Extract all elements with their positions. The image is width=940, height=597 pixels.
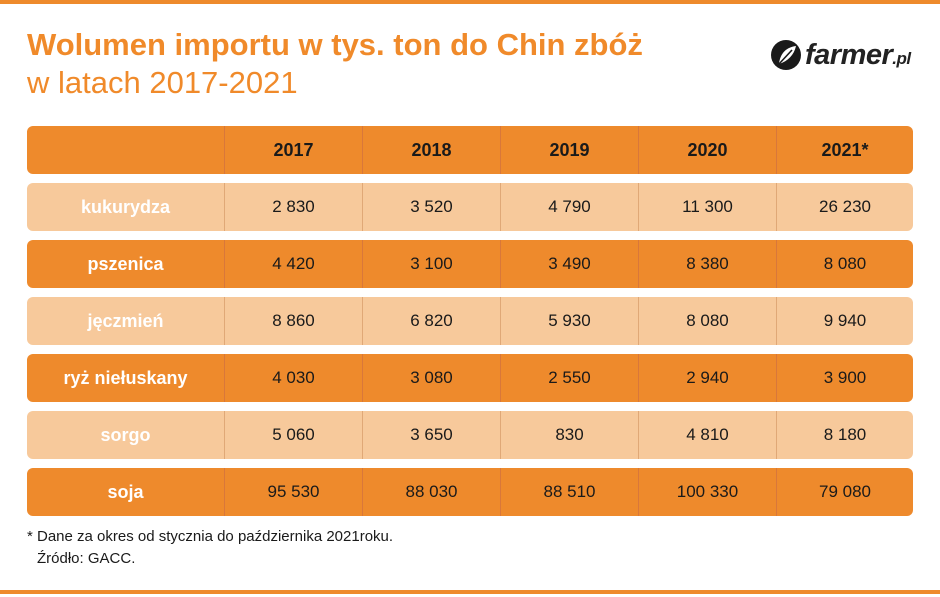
- logo-wordmark: farmer.pl: [805, 38, 911, 71]
- value-cell: 26 230: [776, 183, 913, 231]
- value-cell: 3 490: [500, 240, 638, 288]
- leaf-logo-icon: [771, 40, 801, 70]
- value-cell: 4 790: [500, 183, 638, 231]
- column-header-2019: 2019: [500, 126, 638, 174]
- value-cell: 3 650: [362, 411, 500, 459]
- value-cell: 5 930: [500, 297, 638, 345]
- table-header-row: 2017 2018 2019 2020 2021*: [27, 126, 913, 174]
- column-header-2020: 2020: [638, 126, 776, 174]
- value-cell: 95 530: [224, 468, 362, 516]
- value-cell: 2 830: [224, 183, 362, 231]
- value-cell: 830: [500, 411, 638, 459]
- title-line-1: Wolumen importu w tys. ton do Chin zbóż: [27, 27, 643, 62]
- value-cell: 79 080: [776, 468, 913, 516]
- column-header-2017: 2017: [224, 126, 362, 174]
- row-label: soja: [107, 481, 144, 502]
- row-label: jęczmień: [87, 310, 164, 331]
- table-row: kukurydza 2 830 3 520 4 790 11 300 26 230: [27, 183, 913, 231]
- value-cell: 2 940: [638, 354, 776, 402]
- row-label: sorgo: [100, 424, 151, 445]
- value-cell: 3 100: [362, 240, 500, 288]
- value-cell: 4 420: [224, 240, 362, 288]
- column-header-2021-star: 2021*: [776, 126, 913, 174]
- row-label: pszenica: [87, 253, 164, 274]
- value-cell: 88 510: [500, 468, 638, 516]
- value-cell: 8 080: [638, 297, 776, 345]
- value-cell: 3 080: [362, 354, 500, 402]
- table-row: jęczmień 8 860 6 820 5 930 8 080 9 940: [27, 297, 913, 345]
- value-cell: 5 060: [224, 411, 362, 459]
- value-cell: 3 520: [362, 183, 500, 231]
- value-cell: 11 300: [638, 183, 776, 231]
- value-cell: 8 380: [638, 240, 776, 288]
- footnote-text: * Dane za okres od stycznia do październ…: [27, 528, 394, 545]
- title-line-2: w latach 2017-2021: [27, 65, 298, 100]
- table-row: soja 95 530 88 030 88 510 100 330 79 080: [27, 468, 913, 516]
- value-cell: 88 030: [362, 468, 500, 516]
- table-row: sorgo 5 060 3 650 830 4 810 8 180: [27, 411, 913, 459]
- table-row: pszenica 4 420 3 100 3 490 8 380 8 080: [27, 240, 913, 288]
- table-row: ryż niełuskany 4 030 3 080 2 550 2 940 3 900: [27, 354, 913, 402]
- value-cell: 2 550: [500, 354, 638, 402]
- value-cell: 8 080: [776, 240, 913, 288]
- farmer-logo: farmer.pl: [770, 38, 911, 72]
- value-cell: 9 940: [776, 297, 913, 345]
- value-cell: 4 810: [638, 411, 776, 459]
- header-corner-cell: [27, 126, 224, 174]
- value-cell: 4 030: [224, 354, 362, 402]
- value-cell: 6 820: [362, 297, 500, 345]
- value-cell: 100 330: [638, 468, 776, 516]
- row-label: kukurydza: [80, 196, 171, 217]
- top-accent-bar: [0, 0, 940, 4]
- footnote: * Dane za okres od stycznia do październ…: [27, 526, 393, 570]
- row-label: ryż niełuskany: [63, 367, 188, 388]
- bottom-accent-bar: [0, 590, 940, 594]
- source-text: Źródło: GACC.: [37, 550, 136, 567]
- value-cell: 3 900: [776, 354, 913, 402]
- chart-title: Wolumen importu w tys. ton do Chin zbóż …: [27, 26, 643, 102]
- value-cell: 8 860: [224, 297, 362, 345]
- value-cell: 8 180: [776, 411, 913, 459]
- column-header-2018: 2018: [362, 126, 500, 174]
